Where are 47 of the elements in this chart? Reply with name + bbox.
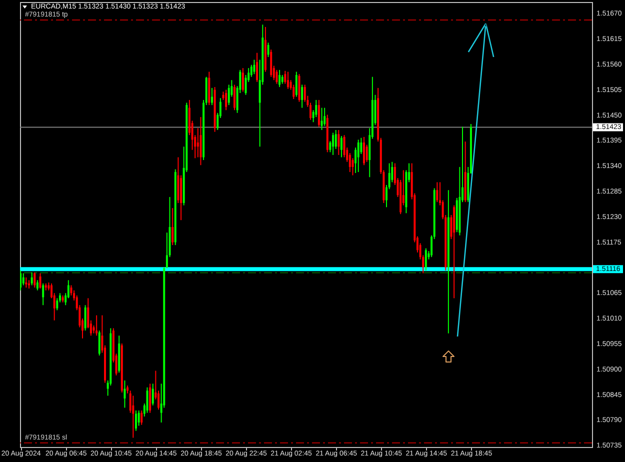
- candlestick: [436, 182, 438, 203]
- candlestick: [34, 272, 36, 288]
- candlestick: [315, 99, 318, 118]
- candlestick: [98, 330, 100, 356]
- candlestick: [301, 84, 304, 108]
- candlestick: [210, 87, 213, 106]
- candlestick: [134, 410, 137, 432]
- candlestick: [84, 304, 86, 332]
- candlestick: [96, 314, 98, 336]
- candlestick: [225, 89, 228, 111]
- candlestick: [25, 276, 28, 288]
- candlestick: [39, 272, 42, 289]
- candlestick: [30, 272, 33, 286]
- candlestick: [140, 410, 143, 426]
- candlestick: [256, 52, 258, 82]
- candlestick: [366, 144, 368, 162]
- candlestick: [146, 386, 148, 414]
- candlestick: [172, 208, 174, 246]
- candlestick: [292, 84, 295, 100]
- candlestick: [320, 107, 323, 130]
- candlestick: [234, 84, 236, 111]
- candlestick: [22, 272, 24, 286]
- candlestick: [267, 42, 270, 58]
- candlestick: [228, 84, 230, 106]
- candlestick: [362, 136, 365, 166]
- candlestick: [332, 132, 334, 156]
- candlestick: [42, 282, 44, 306]
- candlestick: [424, 248, 427, 271]
- candlestick: [270, 49, 272, 78]
- candlestick: [278, 69, 281, 88]
- candlestick: [276, 69, 278, 84]
- candlestick: [242, 68, 244, 92]
- candlestick: [338, 130, 340, 156]
- candlestick: [340, 136, 342, 158]
- candlestick: [200, 116, 202, 166]
- candlestick: [295, 71, 298, 98]
- candlestick: [36, 280, 38, 291]
- candlestick: [152, 383, 154, 406]
- candlestick: [324, 107, 326, 126]
- candlestick: [149, 383, 152, 414]
- candlestick: [286, 71, 289, 90]
- candlestick: [124, 380, 126, 408]
- candlestick: [20, 270, 22, 291]
- candlestick: [318, 99, 320, 128]
- candlestick: [343, 134, 346, 158]
- candlestick: [357, 139, 360, 173]
- candlestick: [253, 59, 256, 75]
